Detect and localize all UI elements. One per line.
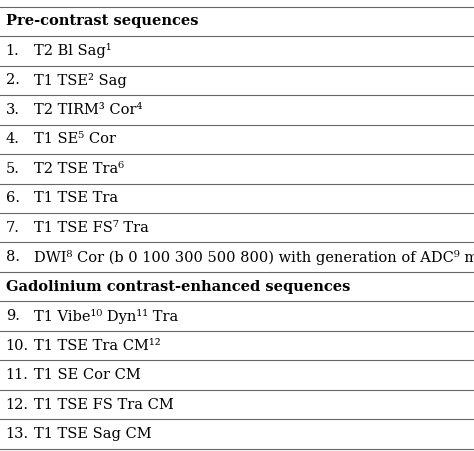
Text: 3.: 3. [6, 103, 20, 117]
Text: 6.: 6. [6, 191, 20, 205]
Text: 10.: 10. [6, 339, 29, 353]
Text: T2 TSE Tra⁶: T2 TSE Tra⁶ [34, 162, 124, 176]
Text: 8.: 8. [6, 250, 20, 264]
Text: Pre-contrast sequences: Pre-contrast sequences [6, 14, 198, 28]
Text: T1 SE Cor CM: T1 SE Cor CM [34, 368, 141, 382]
Text: 13.: 13. [6, 427, 29, 441]
Text: T1 TSE FS⁷ Tra: T1 TSE FS⁷ Tra [34, 221, 149, 235]
Text: T1 Vibe¹⁰ Dyn¹¹ Tra: T1 Vibe¹⁰ Dyn¹¹ Tra [34, 308, 178, 324]
Text: T1 TSE FS Tra CM: T1 TSE FS Tra CM [34, 397, 174, 412]
Text: T1 TSE Sag CM: T1 TSE Sag CM [34, 427, 152, 441]
Text: Gadolinium contrast-enhanced sequences: Gadolinium contrast-enhanced sequences [6, 280, 350, 294]
Text: 7.: 7. [6, 221, 19, 235]
Text: 9.: 9. [6, 309, 19, 323]
Text: DWI⁸ Cor (b 0 100 300 500 800) with generation of ADC⁹ map: DWI⁸ Cor (b 0 100 300 500 800) with gene… [34, 250, 474, 265]
Text: 2.: 2. [6, 74, 19, 87]
Text: T1 TSE Tra CM¹²: T1 TSE Tra CM¹² [34, 339, 161, 353]
Text: 1.: 1. [6, 44, 19, 58]
Text: 4.: 4. [6, 132, 19, 147]
Text: 12.: 12. [6, 397, 29, 412]
Text: 5.: 5. [6, 162, 19, 176]
Text: T1 TSE² Sag: T1 TSE² Sag [34, 73, 127, 88]
Text: T2 Bl Sag¹: T2 Bl Sag¹ [34, 43, 112, 59]
Text: T1 SE⁵ Cor: T1 SE⁵ Cor [34, 132, 116, 147]
Text: T2 TIRM³ Cor⁴: T2 TIRM³ Cor⁴ [34, 103, 143, 117]
Text: T1 TSE Tra: T1 TSE Tra [34, 191, 118, 205]
Text: 11.: 11. [6, 368, 28, 382]
